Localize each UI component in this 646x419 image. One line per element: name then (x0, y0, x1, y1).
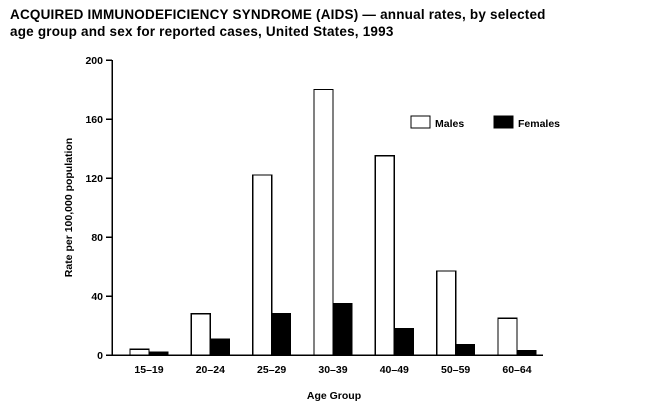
bar-females-15–19 (148, 351, 169, 356)
bar-males-40–49 (374, 155, 395, 356)
chart-title-line2: age group and sex for reported cases, Un… (10, 24, 394, 39)
bar-females-60–64 (516, 350, 537, 356)
x-category-label: 20–24 (196, 364, 225, 376)
bar-females-40–49 (393, 327, 414, 356)
legend-swatch-males (410, 115, 431, 129)
y-tick-label: 160 (85, 114, 103, 126)
x-category-label: 40–49 (380, 364, 409, 376)
x-category-label: 30–39 (318, 364, 347, 376)
y-tick-label: 120 (85, 173, 103, 185)
x-category-label: 25–29 (257, 364, 286, 376)
y-tick-label: 80 (91, 232, 103, 244)
bar-males-20–24 (190, 313, 211, 356)
legend-swatch-females (493, 115, 514, 129)
x-category-label: 50–59 (441, 364, 470, 376)
x-axis-title: Age Group (307, 390, 361, 402)
y-axis-title: Rate per 100,000 population (63, 138, 75, 277)
bar-females-20–24 (209, 338, 230, 356)
x-category-label: 15–19 (134, 364, 163, 376)
x-category-label: 60–64 (502, 364, 531, 376)
legend-label-males: Males (435, 118, 464, 130)
bar-males-30–39 (313, 88, 334, 356)
y-tick-label: 0 (97, 350, 103, 362)
bar-females-25–29 (271, 313, 292, 356)
bar-males-25–29 (252, 174, 273, 356)
bar-males-60–64 (497, 317, 518, 356)
y-tick-label: 200 (85, 55, 103, 67)
y-tick-label: 40 (91, 291, 103, 303)
bar-males-15–19 (129, 348, 150, 356)
bar-males-50–59 (435, 270, 457, 356)
bar-females-50–59 (455, 344, 476, 356)
legend-label-females: Females (518, 118, 560, 130)
chart-title: ACQUIRED IMMUNODEFICIENCY SYNDROME (AIDS… (10, 6, 640, 40)
chart-title-line1: ACQUIRED IMMUNODEFICIENCY SYNDROME (AIDS… (10, 7, 546, 22)
bar-females-30–39 (332, 302, 353, 356)
